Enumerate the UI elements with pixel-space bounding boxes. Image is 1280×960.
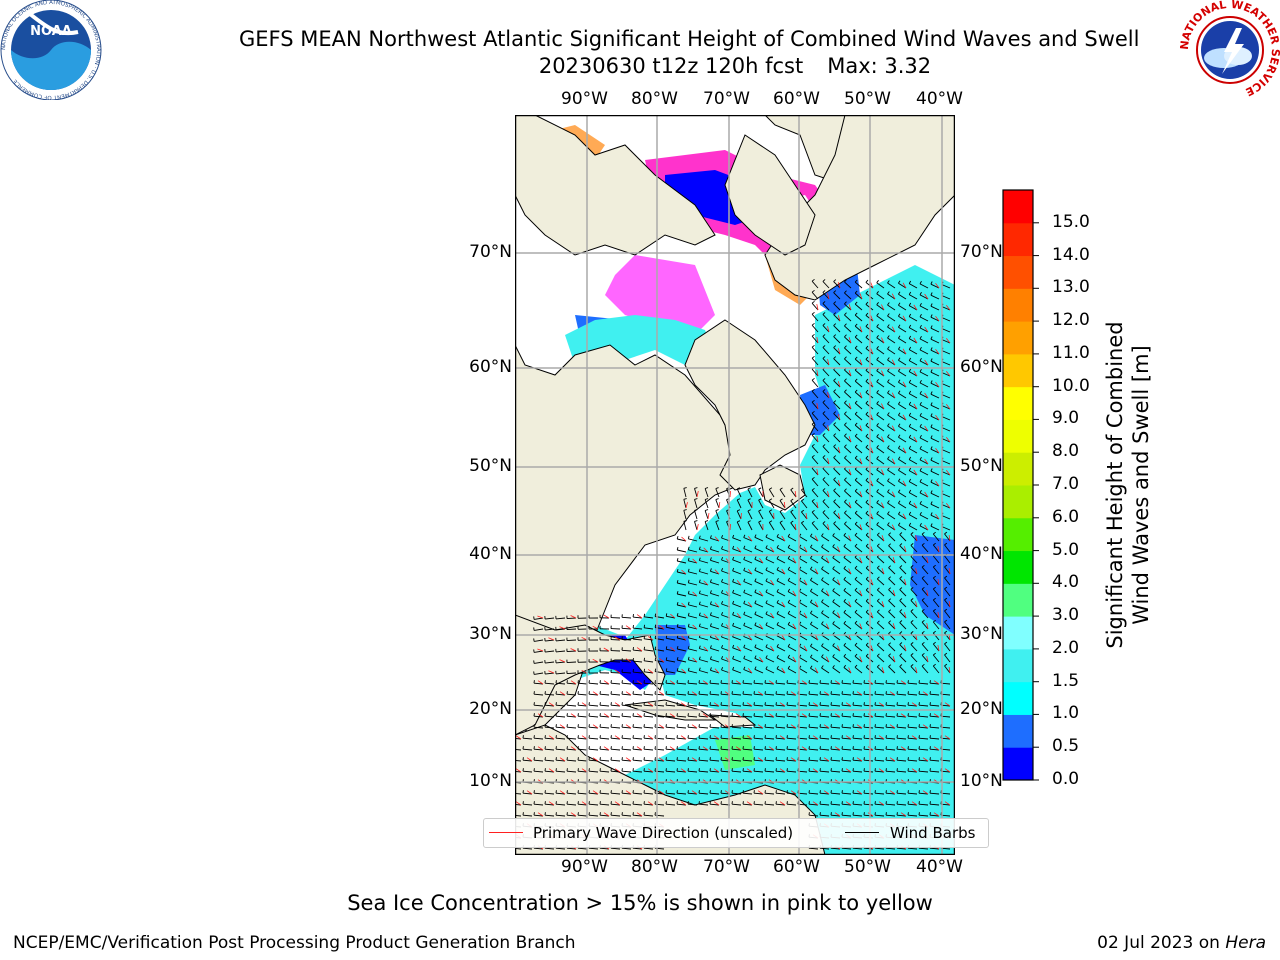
colorbar-bin	[1003, 419, 1033, 453]
colorbar-tick-label: 13.0	[1052, 277, 1090, 298]
lon-label-bottom-4: 50°W	[844, 857, 891, 877]
lat-label-right-0: 70°N	[960, 242, 1003, 262]
footer-credit: NCEP/EMC/Verification Post Processing Pr…	[13, 933, 576, 953]
colorbar-tick-label: 5.0	[1052, 539, 1080, 560]
lon-label-top-4: 50°W	[844, 89, 891, 109]
colorbar-tick-label: 4.0	[1052, 572, 1080, 593]
footer-host: Hera	[1225, 933, 1266, 953]
lat-label-left-6: 10°N	[469, 771, 512, 791]
gridlines	[515, 115, 955, 855]
colorbar-bin	[1003, 714, 1033, 748]
chart-title: GEFS MEAN Northwest Atlantic Significant…	[239, 27, 1140, 51]
lat-label-right-5: 20°N	[960, 699, 1003, 719]
lat-label-left-5: 20°N	[469, 699, 512, 719]
colorbar-bin	[1003, 386, 1033, 420]
lat-label-left-4: 30°N	[469, 624, 512, 644]
colorbar-bin	[1003, 353, 1033, 388]
wind-barbs	[515, 278, 951, 850]
map-frame	[515, 115, 955, 855]
wave-map	[515, 115, 955, 855]
colorbar-bin	[1003, 747, 1033, 781]
colorbar-bin	[1003, 550, 1033, 584]
colorbar-bin	[1003, 583, 1033, 617]
colorbar-bin	[1003, 452, 1033, 486]
colorbar-tick-label: 0.0	[1052, 769, 1080, 789]
colorbar-bin	[1003, 616, 1033, 650]
colorbar-bin	[1003, 681, 1033, 715]
lon-label-top-0: 90°W	[561, 89, 608, 109]
lon-label-bottom-1: 80°W	[631, 857, 678, 877]
wave-direction-swatch	[489, 832, 523, 833]
forecast-date: 20230630 t12z 120h fcst	[538, 54, 804, 78]
wind-barbs-swatch	[845, 832, 879, 833]
colorbar	[1002, 189, 1039, 781]
lat-label-left-1: 60°N	[469, 357, 512, 377]
colorbar-bin	[1003, 517, 1033, 552]
lon-label-bottom-5: 40°W	[916, 857, 963, 877]
lat-label-right-3: 40°N	[960, 544, 1003, 564]
colorbar-tick-label: 1.0	[1052, 703, 1080, 724]
lat-label-right-6: 10°N	[960, 771, 1003, 791]
colorbar-bin	[1003, 190, 1033, 224]
lon-label-bottom-2: 70°W	[703, 857, 750, 877]
map-legend: Primary Wave Direction (unscaled) Wind B…	[483, 818, 989, 848]
colorbar-tick-label: 10.0	[1052, 375, 1090, 396]
colorbar-tick-label: 11.0	[1052, 342, 1090, 363]
wave-direction-arrows	[515, 282, 951, 850]
lat-label-right-2: 50°N	[960, 456, 1003, 476]
lon-label-top-5: 40°W	[916, 89, 963, 109]
colorbar-tick-label: 12.0	[1052, 310, 1090, 331]
colorbar-bin	[1003, 485, 1033, 519]
noaa-logo: NOAA NATIONAL OCEANIC AND ATMOSPHERIC AD…	[0, 0, 102, 100]
chart-subtitle: 20230630 t12z 120h fcst Max: 3.32	[0, 54, 1280, 78]
lon-label-bottom-0: 90°W	[561, 857, 608, 877]
colorbar-bin	[1003, 255, 1033, 289]
colorbar-tick-label: 1.5	[1052, 670, 1080, 691]
lon-label-bottom-3: 60°W	[773, 857, 820, 877]
wind-barbs-label: Wind Barbs	[890, 824, 976, 842]
colorbar-tick-label: 9.0	[1052, 408, 1080, 429]
sea-ice-note: Sea Ice Concentration > 15% is shown in …	[347, 891, 933, 915]
colorbar-tick-label: 7.0	[1052, 474, 1080, 494]
lat-label-left-3: 40°N	[469, 544, 512, 564]
colorbar-bin	[1003, 648, 1033, 683]
colorbar-bin	[1003, 288, 1033, 322]
colorbar-title: Significant Height of Combined Wind Wave…	[1103, 321, 1153, 649]
lon-label-top-3: 60°W	[773, 89, 820, 109]
lat-label-left-0: 70°N	[469, 242, 512, 262]
wave-direction-label: Primary Wave Direction (unscaled)	[533, 824, 794, 842]
colorbar-bin	[1003, 222, 1033, 257]
lon-label-top-1: 80°W	[631, 89, 678, 109]
nws-logo: NATIONAL WEATHER SERVICE	[1180, 0, 1280, 98]
colorbar-tick-label: 3.0	[1052, 605, 1080, 626]
colorbar-tick-label: 0.5	[1052, 736, 1080, 757]
colorbar-bin	[1003, 321, 1033, 355]
svg-text:NOAA: NOAA	[30, 24, 72, 39]
lat-label-left-2: 50°N	[469, 456, 512, 476]
colorbar-tick-label: 15.0	[1052, 211, 1090, 232]
lat-label-right-4: 30°N	[960, 624, 1003, 644]
max-value: Max: 3.32	[827, 54, 932, 78]
lon-label-top-2: 70°W	[703, 89, 750, 109]
lat-label-right-1: 60°N	[960, 357, 1003, 377]
colorbar-tick-label: 8.0	[1052, 441, 1080, 462]
colorbar-tick-label: 2.0	[1052, 637, 1080, 658]
colorbar-tick-label: 6.0	[1052, 506, 1080, 527]
colorbar-tick-label: 14.0	[1052, 244, 1090, 265]
footer-date: 02 Jul 2023 on Hera	[1097, 933, 1266, 953]
